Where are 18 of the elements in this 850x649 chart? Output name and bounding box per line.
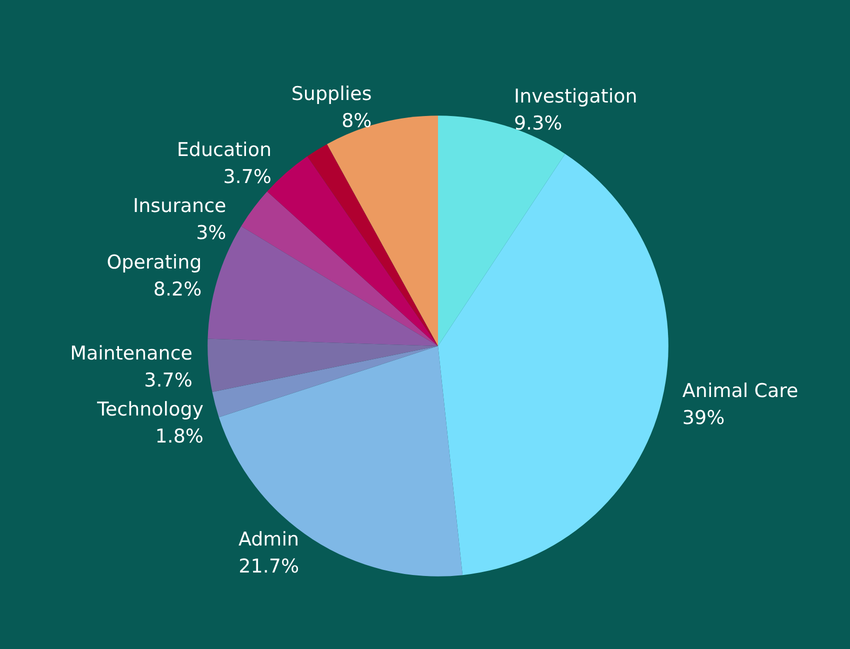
data-label: 3.7% [144, 369, 192, 392]
data-label: 9.3% [514, 112, 562, 135]
data-label: 3.7% [223, 166, 272, 188]
data-label: 39% [682, 406, 725, 429]
data-label: 21.7% [238, 555, 300, 578]
data-label: 1.8% [155, 425, 204, 448]
slice-label: Animal Care [682, 380, 798, 402]
data-label: 8.2% [153, 278, 202, 300]
slice-label: Insurance [133, 194, 226, 217]
data-label: 8% [342, 110, 372, 132]
slice-label: Operating [106, 251, 202, 274]
slice-label: Investigation [514, 86, 638, 108]
slice-label: Education [176, 138, 272, 161]
slice-label: Supplies [291, 82, 372, 105]
data-label: 3% [196, 222, 226, 244]
slice-label: Admin [238, 528, 300, 550]
slice-label: Maintenance [70, 342, 192, 364]
slice-label: Technology [96, 398, 204, 420]
